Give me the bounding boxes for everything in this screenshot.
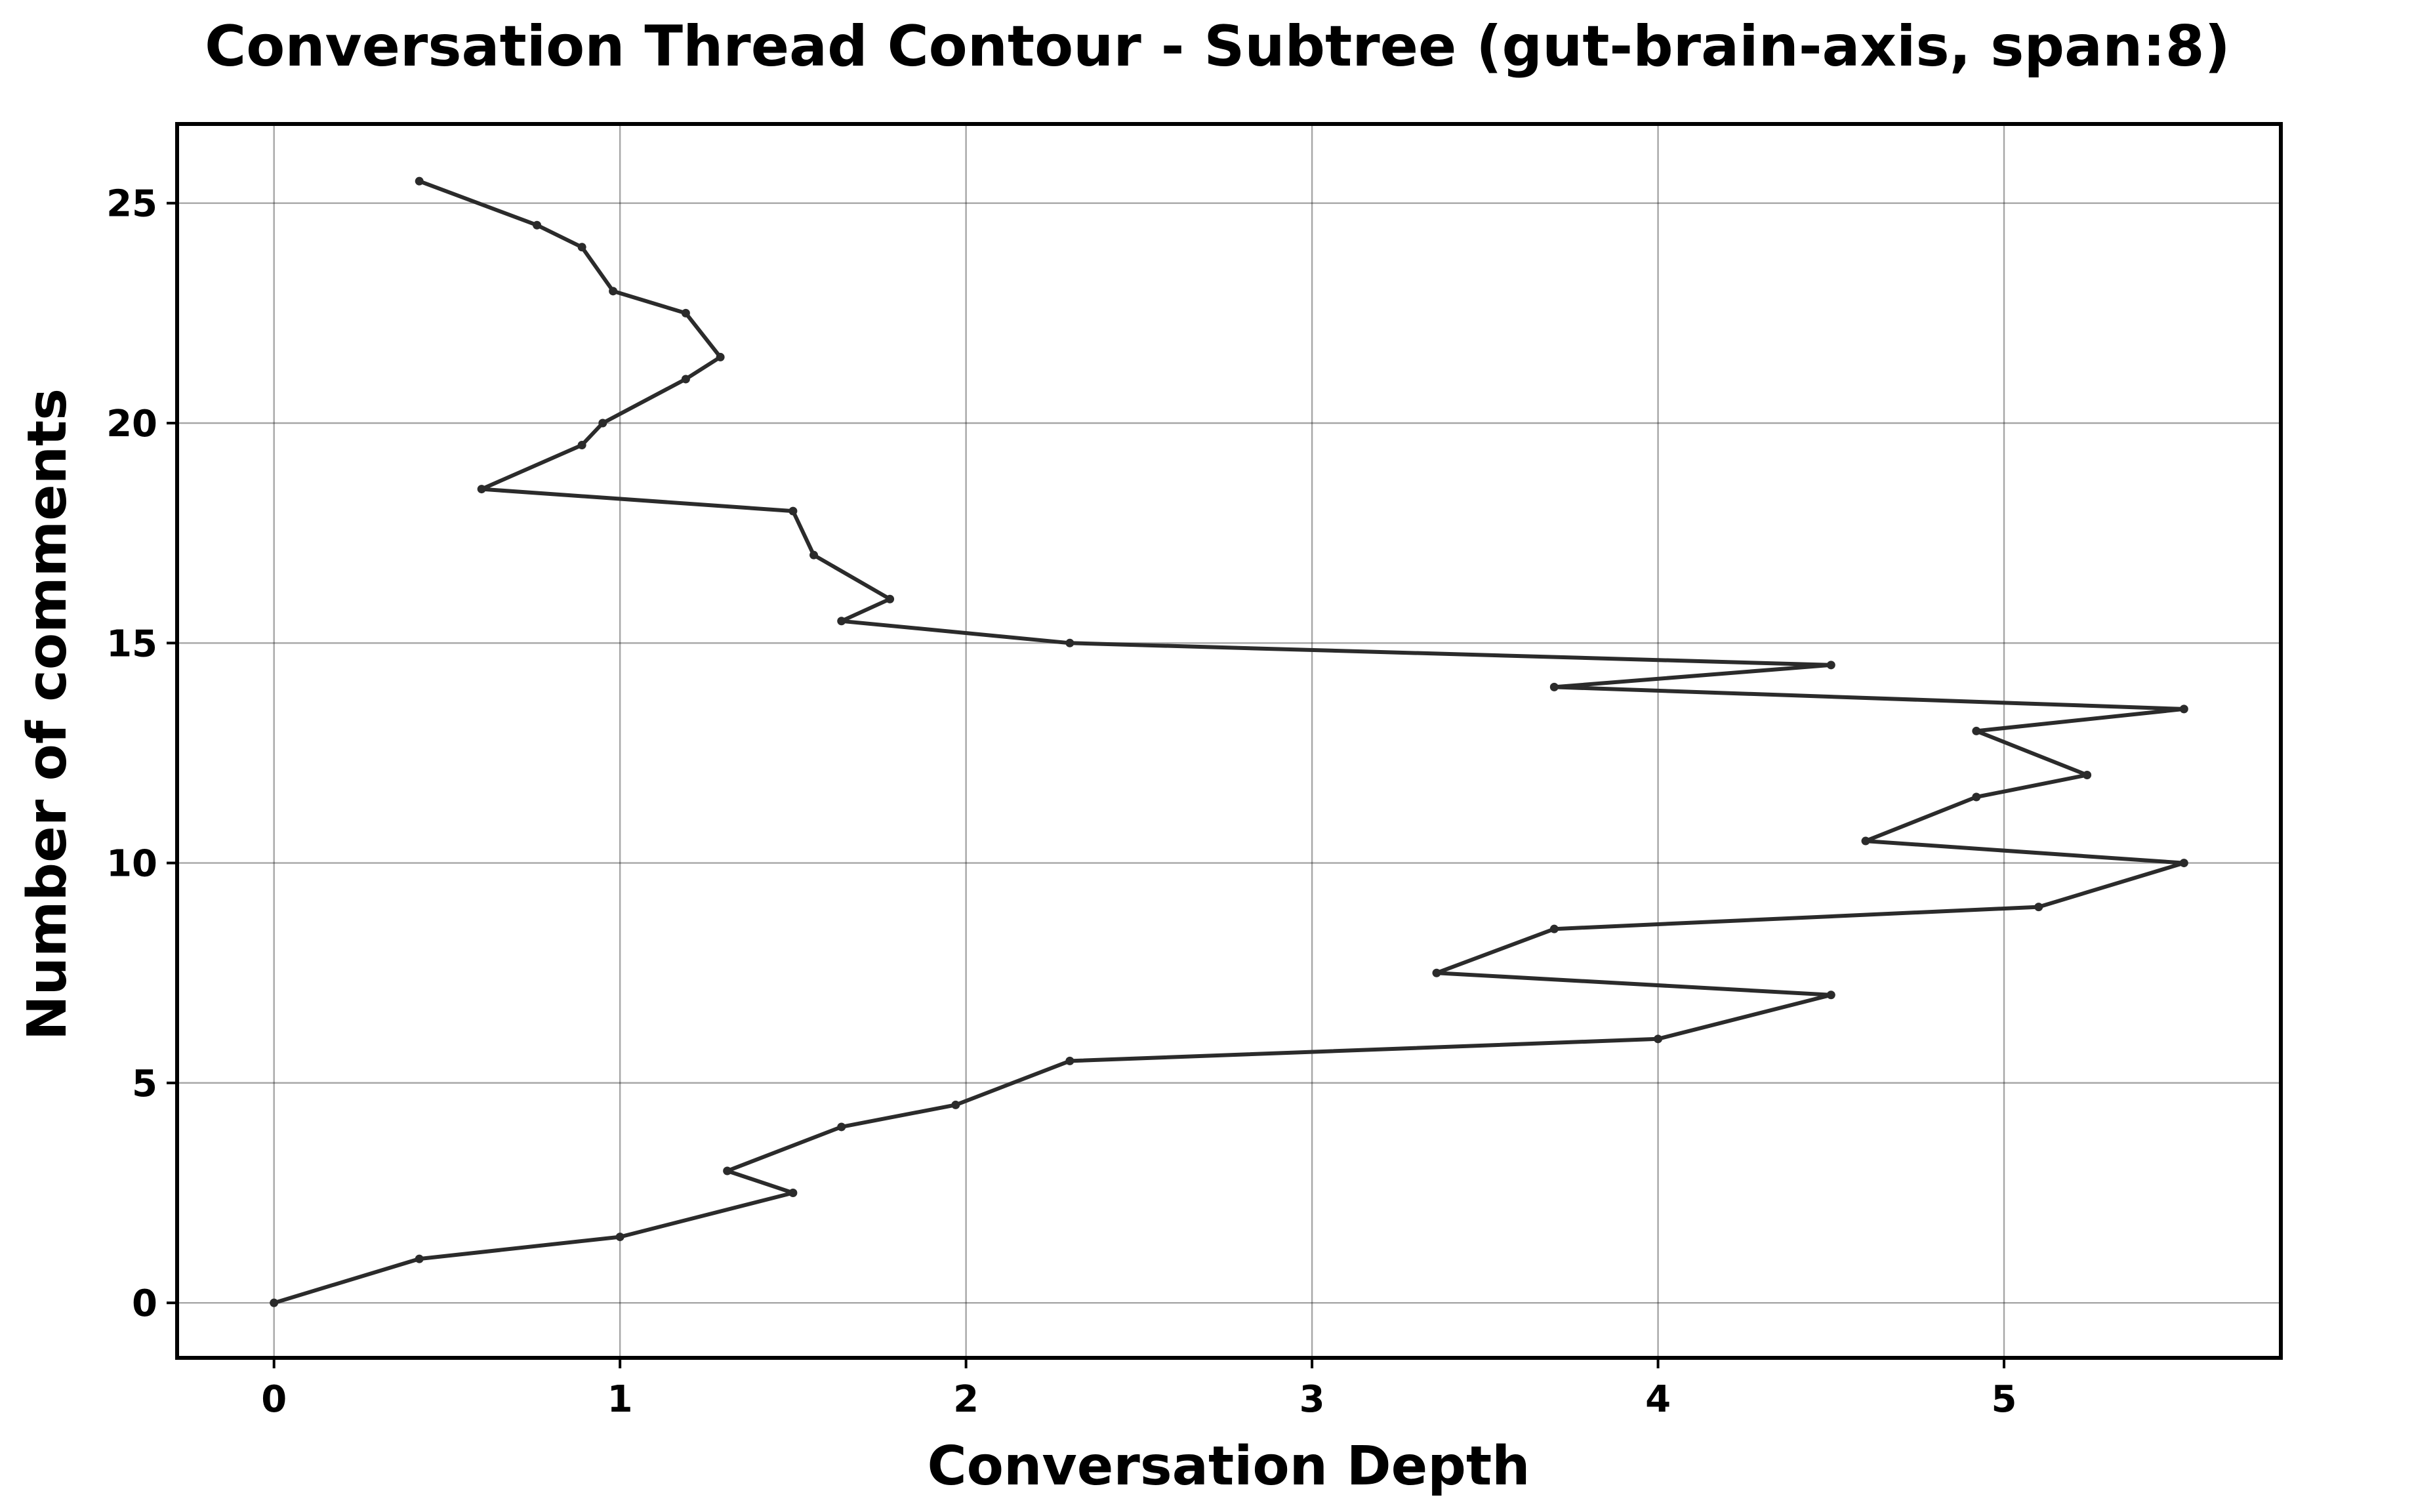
data-point	[415, 1254, 424, 1263]
data-point	[577, 441, 586, 450]
data-point	[609, 287, 618, 296]
x-tick-label: 1	[607, 1378, 633, 1421]
data-point	[886, 594, 895, 603]
data-point	[1065, 1056, 1074, 1065]
data-point	[615, 1233, 624, 1242]
y-tick-label: 10	[106, 843, 157, 886]
y-tick-label: 5	[132, 1063, 157, 1105]
series-group	[270, 176, 2188, 1307]
series-line	[272, 179, 2186, 1305]
data-point	[577, 243, 586, 252]
data-point	[1654, 1034, 1663, 1044]
y-tick-label: 0	[132, 1282, 157, 1325]
data-point	[788, 506, 798, 516]
x-axis-ticks: 0 1 2 3 4 5	[261, 1358, 2017, 1421]
x-tick-label: 4	[1645, 1378, 1671, 1421]
data-point	[2179, 859, 2188, 868]
x-tick-label: 0	[261, 1378, 287, 1421]
data-point	[1432, 968, 1441, 977]
data-point	[1826, 661, 1835, 670]
data-point	[837, 617, 846, 626]
data-point	[716, 352, 725, 361]
data-point	[681, 308, 690, 317]
grid	[177, 124, 2281, 1358]
data-point	[2179, 705, 2188, 714]
y-tick-label: 25	[106, 183, 157, 226]
data-point	[1861, 836, 1870, 846]
data-point	[533, 220, 542, 230]
chart-title: Conversation Thread Contour - Subtree (g…	[205, 14, 2230, 79]
data-point	[1065, 638, 1074, 647]
data-point	[809, 550, 819, 560]
data-point	[1549, 682, 1559, 691]
y-tick-label: 15	[106, 623, 157, 665]
data-point	[270, 1298, 279, 1307]
data-point	[2034, 903, 2043, 912]
x-tick-label: 5	[1992, 1378, 2017, 1421]
data-point	[477, 485, 486, 494]
data-point	[415, 176, 424, 186]
plot-frame	[175, 122, 2283, 1360]
y-axis-ticks: 0 5 10 15 20 25	[106, 183, 177, 1325]
y-axis-label: Number of comments	[16, 388, 79, 1040]
data-point	[951, 1100, 960, 1109]
data-point	[1972, 726, 1981, 735]
data-point	[723, 1166, 732, 1175]
x-axis-label: Conversation Depth	[927, 1435, 1530, 1498]
data-point	[1972, 792, 1981, 802]
y-tick-label: 20	[106, 403, 157, 445]
data-point	[1549, 924, 1559, 933]
data-point	[681, 375, 690, 384]
x-tick-label: 3	[1299, 1378, 1325, 1421]
data-point	[2083, 770, 2092, 779]
data-point	[598, 419, 607, 428]
data-point	[837, 1122, 846, 1132]
data-point	[1826, 991, 1835, 1000]
data-point	[788, 1189, 798, 1198]
x-tick-label: 2	[953, 1378, 979, 1421]
